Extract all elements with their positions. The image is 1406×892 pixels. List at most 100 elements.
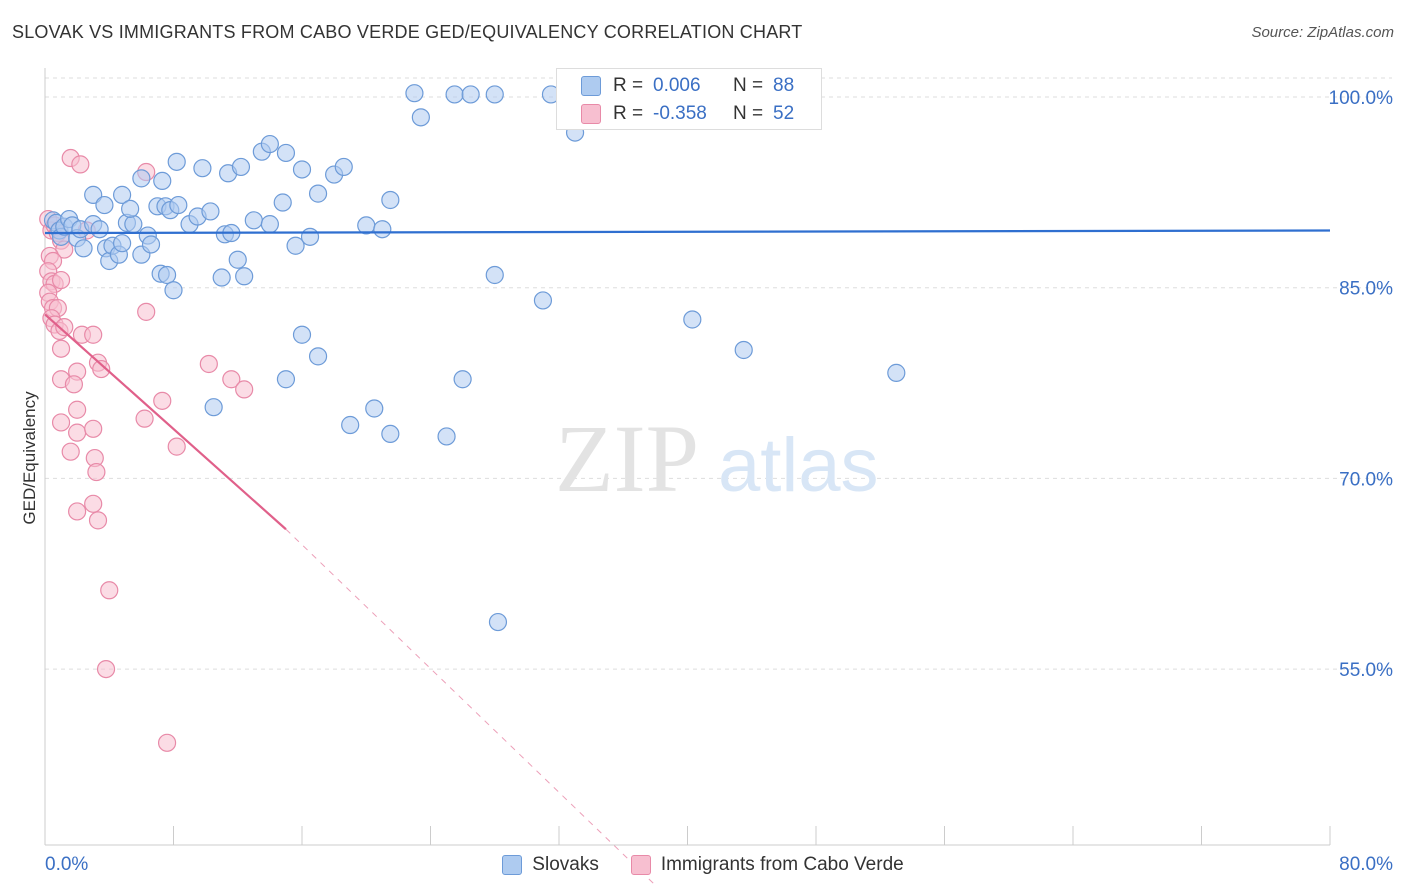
x-tick-label: 0.0% (45, 854, 88, 875)
stats-row-cabo-verde: R = -0.358 N = 52 (581, 101, 794, 127)
slovaks-point (193, 159, 212, 178)
slovaks-point (485, 265, 504, 285)
slovaks-point (132, 169, 151, 188)
r-value: 0.006 (653, 75, 701, 96)
y-tick-label: 70.0% (1339, 469, 1393, 490)
slovaks-point (300, 227, 320, 246)
slovaks-point (231, 157, 251, 177)
slovaks-point (204, 398, 223, 417)
slovaks-point (212, 268, 231, 287)
slovaks-point (153, 171, 172, 191)
cabo-verde-swatch (581, 104, 601, 124)
n-label: N = (733, 75, 764, 96)
legend-label-slovaks: Slovaks (532, 854, 599, 875)
slovaks-point (169, 195, 188, 215)
slovaks-point (141, 235, 161, 254)
cabo-verde-point (51, 339, 71, 358)
slovaks-point (74, 239, 93, 258)
legend-item-slovaks[interactable]: Slovaks (502, 854, 599, 876)
cabo-verde-point (55, 318, 74, 337)
cabo-verde-point (100, 581, 119, 600)
watermark-zip: ZIP (555, 405, 699, 512)
cabo-verde-point (137, 302, 156, 321)
trend-lines (44, 229, 1331, 886)
slovaks-point (276, 370, 296, 389)
slovaks-point (244, 211, 263, 230)
slovaks-point (485, 85, 504, 104)
cabo-verde-trend-extension (285, 528, 656, 886)
watermark-atlas: atlas (718, 423, 879, 508)
slovaks-point (381, 190, 400, 210)
slovaks-point (235, 267, 254, 286)
slovaks-point (112, 234, 132, 253)
slovaks-point (273, 193, 292, 212)
slovaks-point (276, 143, 296, 163)
watermark: ZIP atlas (555, 405, 879, 512)
y-tick-label: 55.0% (1339, 660, 1393, 681)
x-tick-label: 80.0% (1339, 854, 1393, 875)
cabo-verde-point (153, 391, 172, 410)
y-tick-label: 85.0% (1339, 279, 1393, 300)
cabo-verde-point (167, 437, 186, 456)
slovaks-point (533, 291, 553, 310)
stats-row-slovaks: R = 0.006 N = 88 (581, 73, 794, 99)
cabo-verde-point (96, 659, 116, 679)
cabo-verde-point (157, 733, 177, 752)
cabo-verde-legend-swatch (630, 855, 651, 875)
slovaks-point (683, 310, 702, 329)
cabo-verde-point (71, 155, 90, 174)
cabo-verde-point (64, 375, 84, 394)
slovaks-point (228, 250, 247, 269)
slovaks-point (373, 220, 392, 239)
slovaks-point (124, 215, 143, 234)
cabo-verde-point (61, 442, 80, 461)
slovaks-point (334, 157, 353, 177)
slovaks-point (292, 160, 312, 179)
slovaks-point (461, 85, 480, 104)
r-value: -0.358 (653, 103, 707, 124)
cabo-verde-point (87, 462, 106, 482)
slovaks-point (381, 424, 400, 444)
slovaks-swatch (581, 76, 601, 96)
n-label: N = (733, 103, 764, 124)
slovaks-point (164, 281, 183, 300)
cabo-verde-point (84, 419, 103, 438)
slovaks-point (365, 399, 384, 418)
slovaks-point (437, 427, 456, 446)
source-label: Source: ZipAtlas.com (1251, 24, 1394, 41)
slovaks-point (201, 202, 220, 221)
y-tick-label: 100.0% (1329, 88, 1394, 109)
n-value: 52 (773, 103, 795, 124)
slovaks-point (488, 612, 508, 632)
slovaks-point (292, 325, 312, 344)
slovaks-point (341, 415, 360, 435)
r-label: R = (613, 103, 644, 124)
cabo-verde-point (51, 413, 71, 432)
cabo-verde-point (68, 423, 87, 442)
cabo-verde-point (51, 270, 71, 290)
slovaks-trend-line (44, 229, 1331, 235)
slovaks-point (260, 134, 279, 154)
slovaks-point (887, 363, 906, 382)
r-label: R = (613, 75, 644, 96)
x-tick-labels: 0.0% 80.0% (45, 854, 1393, 875)
slovaks-point (308, 347, 328, 366)
cabo-verde-point (135, 409, 154, 428)
slovaks-point (445, 85, 464, 104)
cabo-verde-point (68, 502, 87, 521)
slovaks-point (286, 236, 305, 255)
slovaks-point (167, 152, 186, 171)
legend-label-cabo-verde: Immigrants from Cabo Verde (660, 854, 904, 875)
slovaks-point (84, 185, 103, 204)
legend-item-cabo-verde[interactable]: Immigrants from Cabo Verde (630, 854, 904, 876)
cabo-verde-point (88, 511, 108, 530)
series-slovaks-points (43, 84, 906, 632)
cabo-verde-point (235, 380, 254, 399)
slovaks-point (405, 84, 424, 103)
n-value: 88 (773, 75, 795, 96)
slovaks-point (112, 185, 132, 204)
cabo-verde-point (84, 494, 103, 513)
slovaks-point (453, 370, 472, 389)
y-tick-labels: 55.0% 70.0% 85.0% 100.0% (1329, 88, 1394, 681)
